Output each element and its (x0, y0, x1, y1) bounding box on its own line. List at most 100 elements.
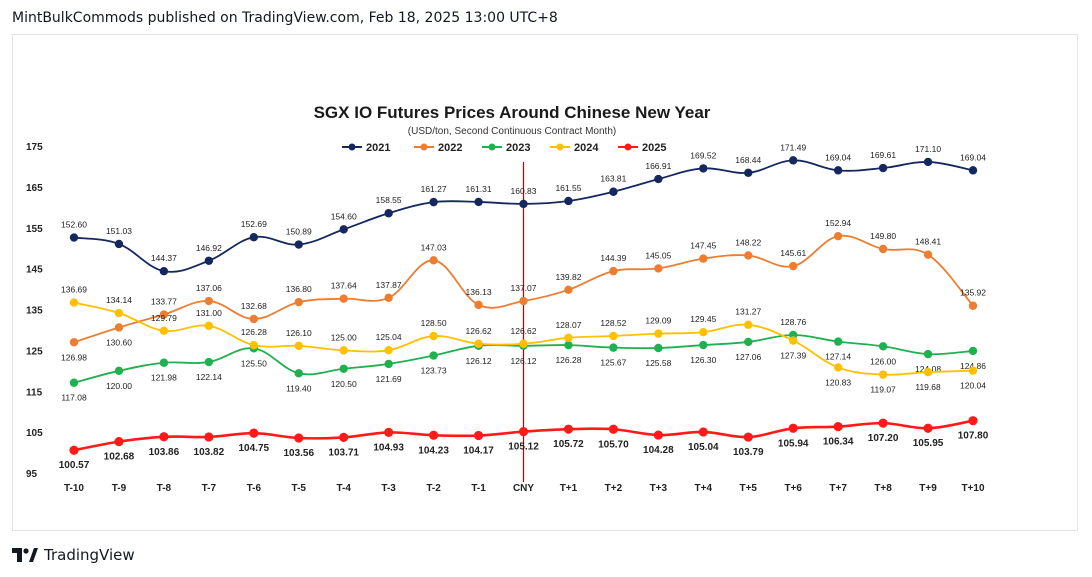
x-tick-label: T-8 (157, 483, 172, 494)
data-point (474, 300, 483, 310)
tradingview-logo-icon[interactable] (12, 548, 38, 562)
data-point (923, 349, 933, 359)
data-label: 102.68 (104, 452, 135, 463)
x-tick-label: T-9 (112, 483, 127, 494)
data-label: 126.12 (511, 356, 537, 366)
data-point (249, 428, 259, 438)
data-point (743, 432, 753, 442)
data-label: 161.55 (555, 183, 581, 193)
data-label: 120.00 (106, 381, 132, 391)
data-point (339, 346, 348, 355)
data-label: 105.12 (508, 442, 539, 453)
y-tick-label: 125 (26, 346, 43, 357)
data-label: 136.13 (466, 287, 492, 297)
data-label: 137.64 (331, 281, 357, 291)
data-point (923, 250, 933, 259)
data-label: 126.28 (555, 355, 581, 365)
footer: TradingView (12, 546, 135, 564)
data-point (114, 239, 124, 249)
data-label: 152.69 (241, 219, 267, 229)
data-label: 154.60 (331, 211, 357, 221)
data-point (204, 357, 214, 367)
data-point (968, 346, 978, 356)
legend-label: 2024 (574, 142, 599, 154)
data-label: 128.52 (600, 318, 626, 328)
legend-label: 2021 (366, 142, 390, 154)
data-label: 151.03 (106, 226, 132, 236)
data-point (609, 331, 618, 341)
data-point (249, 314, 258, 324)
publish-header: MintBulkCommods published on TradingView… (12, 10, 558, 26)
y-tick-label: 165 (26, 183, 43, 194)
data-point (833, 363, 843, 372)
data-point (294, 369, 303, 378)
data-label: 126.00 (870, 356, 896, 366)
data-label: 169.52 (690, 150, 716, 160)
data-point (339, 432, 349, 442)
x-tick-label: T-4 (336, 483, 351, 494)
data-label: 144.37 (151, 253, 177, 263)
data-point (339, 364, 348, 373)
data-label: 144.39 (600, 253, 626, 263)
data-label: 120.50 (331, 379, 357, 389)
data-point (788, 423, 798, 433)
data-point (699, 340, 708, 350)
data-point (654, 343, 663, 353)
data-label: 163.81 (600, 174, 626, 184)
data-label: 125.58 (645, 358, 671, 368)
data-point (294, 341, 303, 351)
data-label: 104.75 (239, 443, 270, 454)
data-point (923, 157, 933, 167)
data-label: 127.14 (825, 352, 851, 362)
data-point (789, 336, 798, 345)
y-tick-label: 115 (26, 387, 43, 398)
data-point (519, 296, 528, 306)
data-label: 171.49 (780, 142, 806, 152)
data-label: 129.79 (151, 313, 177, 323)
data-point (429, 331, 438, 341)
data-point (878, 418, 888, 428)
data-point (833, 422, 843, 432)
data-label: 137.06 (196, 283, 222, 293)
line-chart: SGX IO Futures Prices Around Chinese New… (26, 103, 989, 494)
data-label: 160.83 (511, 186, 537, 196)
data-label: 103.86 (149, 447, 180, 458)
data-label: 119.68 (915, 382, 941, 392)
chart-title: SGX IO Futures Prices Around Chinese New… (314, 103, 711, 122)
data-point (608, 424, 619, 434)
data-label: 126.98 (61, 352, 87, 362)
data-label: 136.69 (61, 285, 87, 295)
data-label: 103.71 (328, 447, 359, 458)
data-point (833, 166, 843, 175)
chart-frame (12, 34, 1078, 531)
x-tick-label: T-3 (381, 483, 396, 494)
x-tick-label: T+2 (605, 483, 623, 494)
data-point (294, 433, 304, 443)
data-label: 120.04 (960, 381, 986, 391)
x-tick-label: T+9 (919, 483, 937, 494)
data-point (114, 308, 124, 318)
data-point (878, 163, 888, 173)
data-label: 131.27 (735, 307, 761, 317)
data-point (384, 293, 393, 302)
data-label: 129.09 (645, 316, 671, 326)
data-label: 126.62 (511, 326, 537, 336)
data-label: 145.61 (780, 248, 806, 258)
data-label: 104.93 (373, 442, 404, 453)
data-point (204, 321, 214, 331)
series-2023: 117.08 120.00 121.98 122.14 125.50 119.40 120.… (61, 317, 986, 403)
series-group: 152.60 151.03 144.37 146.92 152.69 150.89 154.… (59, 142, 989, 471)
brand-name[interactable]: TradingView (44, 546, 135, 564)
data-label: 127.06 (735, 352, 761, 362)
chart-subtitle: (USD/ton, Second Continuous Contract Mon… (408, 126, 616, 137)
data-label: 136.80 (286, 284, 312, 294)
data-point (698, 427, 708, 437)
data-label: 145.05 (645, 250, 671, 260)
data-label: 161.27 (421, 184, 447, 194)
data-point (923, 423, 933, 433)
data-label: 107.80 (958, 431, 989, 442)
data-label: 128.76 (780, 317, 806, 327)
data-point (384, 209, 393, 218)
data-label: 152.60 (61, 220, 87, 230)
series-2024: 136.69 134.14 129.79 131.00 126.28 126.10 125.… (61, 285, 986, 395)
